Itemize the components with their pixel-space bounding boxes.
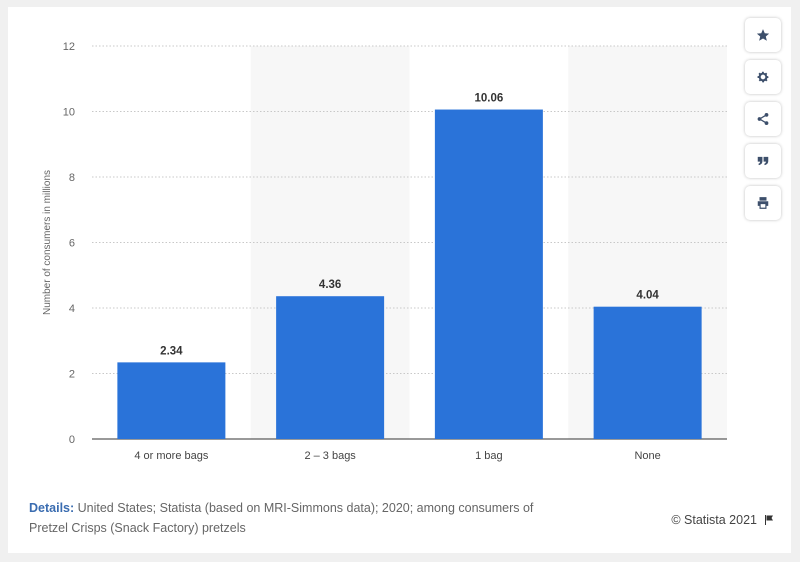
copyright-text: © Statista 2021 (671, 513, 757, 527)
share-button[interactable] (745, 102, 781, 136)
y-tick-label: 12 (63, 41, 75, 53)
bar-3 (593, 306, 702, 439)
favorite-button[interactable] (745, 18, 781, 52)
cite-button[interactable] (745, 144, 781, 178)
value-label: 10.06 (474, 93, 503, 105)
bar-2 (434, 109, 543, 439)
y-tick-label: 0 (69, 434, 75, 446)
flag-icon (765, 515, 773, 525)
print-button[interactable] (745, 186, 781, 220)
category-label: 1 bag (475, 450, 503, 462)
share-icon (757, 113, 769, 125)
y-tick-label: 2 (69, 369, 75, 381)
gear-icon (757, 71, 769, 83)
source-details: Details: United States; Statista (based … (29, 498, 569, 538)
category-label: 4 or more bags (134, 450, 208, 462)
bar-0 (117, 362, 226, 439)
value-label: 2.34 (160, 345, 183, 357)
value-label: 4.04 (636, 290, 659, 302)
quote-icon (757, 156, 769, 166)
copyright[interactable]: © Statista 2021 (671, 513, 775, 527)
y-tick-label: 8 (69, 172, 75, 184)
y-tick-label: 6 (69, 238, 75, 250)
y-axis-label: Number of consumers in millions (42, 170, 53, 315)
category-label: None (634, 450, 660, 462)
print-icon (757, 197, 769, 209)
value-label: 4.36 (319, 279, 341, 291)
star-icon (756, 29, 770, 41)
details-text: United States; Statista (based on MRI-Si… (29, 501, 534, 535)
y-tick-label: 10 (63, 107, 75, 119)
settings-button[interactable] (745, 60, 781, 94)
details-label: Details: (29, 501, 75, 515)
bar-1 (276, 296, 385, 439)
category-label: 2 – 3 bags (304, 450, 356, 462)
y-tick-label: 4 (69, 303, 75, 315)
chart-toolbar (745, 18, 781, 228)
